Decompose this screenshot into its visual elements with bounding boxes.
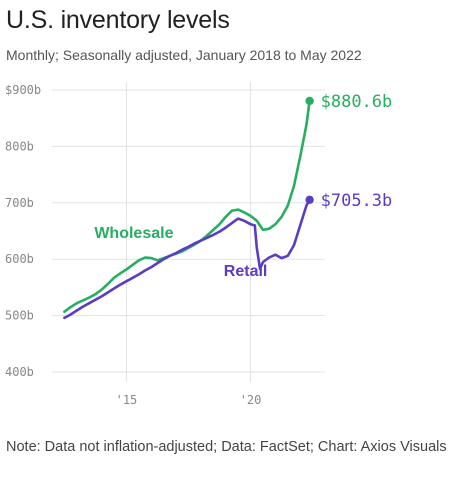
y-tick-label: 400b (5, 365, 34, 379)
chart-subtitle: Monthly; Seasonally adjusted, January 20… (6, 47, 362, 63)
x-tick-label: '20 (240, 393, 262, 407)
y-tick-label: 800b (5, 139, 34, 153)
y-tick-label: 700b (5, 196, 34, 210)
series-line-wholesale (63, 99, 311, 313)
series-end-dot-retail (305, 195, 314, 205)
y-tick-label: 600b (5, 252, 34, 266)
chart-title: U.S. inventory levels (6, 6, 230, 34)
series-line-retail (63, 198, 311, 320)
series-name-label-retail: Retail (224, 263, 268, 280)
x-tick-label: '15 (116, 393, 138, 407)
series-lines (63, 96, 314, 320)
series-name-label-wholesale: Wholesale (94, 225, 173, 242)
y-tick-label: 500b (5, 309, 34, 323)
end-value-label-wholesale: $880.6b (321, 92, 393, 112)
axes: 400b 500b 600b 700b 800b $900b '15 '20 (5, 83, 261, 407)
end-value-label-retail: $705.3b (321, 191, 393, 211)
series-end-dot-wholesale (305, 96, 314, 106)
chart-note: Note: Data not inflation-adjusted; Data:… (6, 439, 447, 455)
y-tick-label: $900b (5, 83, 41, 97)
gridlines (52, 82, 325, 382)
series-labels: $880.6b $705.3b Wholesale Retail (94, 92, 392, 280)
